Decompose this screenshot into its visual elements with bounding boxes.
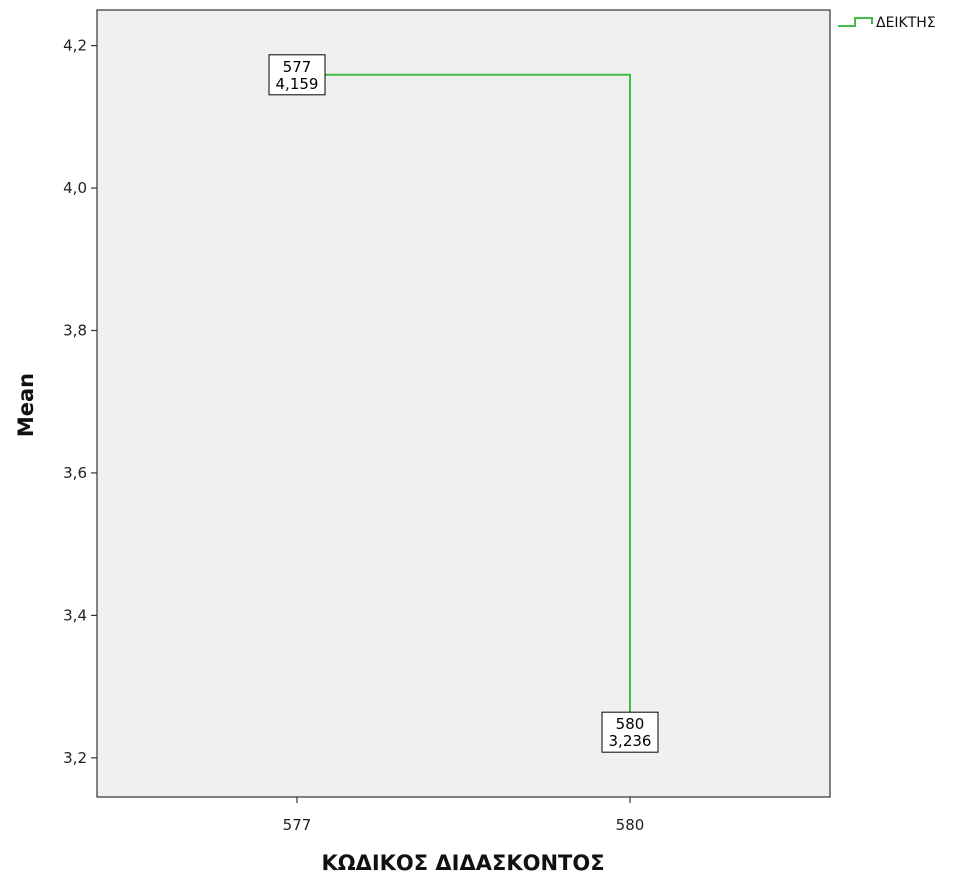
data-label-category: 577	[283, 58, 312, 76]
series-layer	[297, 73, 631, 733]
data-label-value: 3,236	[609, 732, 652, 750]
y-axis: 3,2 3,4 3,6 3,8 4,0 4,2	[63, 37, 97, 767]
x-tick-label: 577	[283, 816, 312, 834]
legend-step-symbol	[838, 17, 873, 27]
y-tick-label: 4,2	[63, 37, 87, 55]
y-axis-title: Mean	[14, 373, 38, 437]
y-tick-label: 3,6	[63, 464, 87, 482]
plot-area	[96, 9, 831, 798]
legend: ΔΕΙΚΤΗΣ	[838, 15, 936, 31]
y-tick-label: 4,0	[63, 179, 87, 197]
legend-label: ΔΕΙΚΤΗΣ	[876, 15, 936, 31]
y-tick-label: 3,2	[63, 749, 87, 767]
data-label-category: 580	[616, 715, 645, 733]
series-line	[297, 73, 631, 733]
data-label-value: 4,159	[276, 75, 319, 93]
y-tick-label: 3,4	[63, 606, 87, 624]
x-tick-label: 580	[616, 816, 645, 834]
data-label-box	[268, 54, 326, 96]
data-label-box	[601, 711, 659, 753]
x-axis-title: ΚΩΔΙΚΟΣ ΔΙΔΑΣΚΟΝΤΟΣ	[321, 851, 604, 875]
y-tick-label: 3,8	[63, 321, 87, 339]
x-axis: 577 580	[283, 797, 645, 834]
